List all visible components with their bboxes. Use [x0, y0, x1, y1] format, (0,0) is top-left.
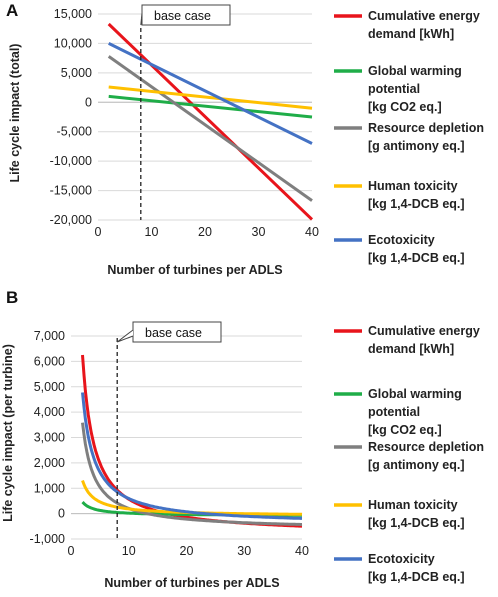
b-x-tick-label: 20 [180, 544, 194, 558]
b-legend-label-human_toxicity: Human toxicity [368, 498, 458, 512]
panel-a-series [107, 22, 314, 221]
b-legend-label-resource_depletion: [g antimony eq.] [368, 458, 465, 472]
b-series-human_toxicity [81, 479, 303, 516]
a-x-tick-label: 10 [145, 225, 159, 239]
b-base-case-label: base case [145, 326, 202, 340]
panel-b-ylabel: Life cycle impact (per turbine) [1, 344, 15, 522]
a-legend-label-human_toxicity: [kg 1,4-DCB eq.] [368, 197, 465, 211]
panel-b-annotation: base case [116, 321, 222, 539]
a-legend-label-ecotoxicity: Ecotoxicity [368, 233, 435, 247]
a-y-tick-label: 5,000 [61, 66, 92, 80]
panel-b: B -1,00001,0002,0003,0004,0005,0006,0007… [1, 288, 484, 590]
panel-b-legend: Cumulative energy demand [kWh] Global warm… [334, 324, 484, 584]
panel-a-legend: Cumulative energy demand [kWh] Global warm… [334, 9, 484, 265]
a-base-case-label: base case [154, 9, 211, 23]
a-y-tick-label: 15,000 [54, 7, 92, 21]
panel-b-series [81, 354, 303, 528]
panel-a-label: A [6, 1, 18, 20]
a-series-cumulative_energy [107, 22, 314, 221]
a-y-tick-label: 0 [85, 95, 92, 109]
b-legend-label-resource_depletion: Resource depletion [368, 440, 484, 454]
b-y-tick-label: 7,000 [34, 329, 65, 343]
panel-a-xlabel: Number of turbines per ADLS [107, 263, 282, 277]
a-x-tick-label: 20 [198, 225, 212, 239]
a-series-human_toxicity [108, 85, 313, 110]
b-series-ecotoxicity [81, 392, 303, 520]
a-legend-label-cumulative_energy: Cumulative energy [368, 9, 480, 23]
b-legend-label-cumulative_energy: Cumulative energy [368, 324, 480, 338]
a-base-case-pointer [140, 12, 143, 26]
b-y-tick-label: 4,000 [34, 405, 65, 419]
a-series-resource_depletion [107, 55, 313, 202]
a-legend-label-global_warming: potential [368, 82, 420, 96]
a-legend-label-resource_depletion: Resource depletion [368, 121, 484, 135]
b-y-tick-label: 1,000 [34, 481, 65, 495]
b-legend-label-global_warming: [kg CO2 eq.] [368, 423, 442, 437]
b-legend-label-global_warming: potential [368, 405, 420, 419]
b-y-tick-label: 3,000 [34, 431, 65, 445]
b-legend-label-ecotoxicity: [kg 1,4-DCB eq.] [368, 570, 465, 584]
a-y-tick-label: -15,000 [50, 184, 92, 198]
panel-a: A -20,000 -15,000 -10,000 -5,000 0 5,000 10,00… [6, 1, 484, 277]
a-legend-label-human_toxicity: Human toxicity [368, 179, 458, 193]
a-legend-label-resource_depletion: [g antimony eq.] [368, 139, 465, 153]
b-x-tick-label: 10 [122, 544, 136, 558]
panel-a-annotation: base case [140, 4, 231, 220]
a-legend-label-ecotoxicity: [kg 1,4-DCB eq.] [368, 251, 465, 265]
b-legend-label-ecotoxicity: Ecotoxicity [368, 552, 435, 566]
b-legend-label-global_warming: Global warming [368, 387, 462, 401]
a-x-tick-label: 0 [95, 225, 102, 239]
b-x-tick-label: 30 [237, 544, 251, 558]
panel-b-label: B [6, 288, 18, 307]
b-y-tick-label: 6,000 [34, 354, 65, 368]
a-series-ecotoxicity [108, 42, 313, 145]
a-legend-label-global_warming: Global warming [368, 64, 462, 78]
a-y-tick-label: -5,000 [57, 125, 92, 139]
a-y-tick-label: 10,000 [54, 36, 92, 50]
b-base-case-pointer [116, 329, 134, 343]
a-y-tick-label: -20,000 [50, 213, 92, 227]
b-y-tick-label: 2,000 [34, 456, 65, 470]
a-x-tick-label: 40 [305, 225, 319, 239]
b-y-tick-label: 5,000 [34, 380, 65, 394]
b-x-tick-label: 40 [295, 544, 309, 558]
b-y-tick-label: 0 [58, 507, 65, 521]
b-series-resource_depletion [81, 422, 303, 526]
a-legend-label-global_warming: [kg CO2 eq.] [368, 100, 442, 114]
b-legend-label-human_toxicity: [kg 1,4-DCB eq.] [368, 516, 465, 530]
panel-b-xlabel: Number of turbines per ADLS [104, 576, 279, 590]
a-legend-label-cumulative_energy: demand [kWh] [368, 27, 454, 41]
b-legend-label-cumulative_energy: demand [kWh] [368, 342, 454, 356]
a-series-global_warming [108, 94, 313, 119]
b-x-tick-label: 0 [68, 544, 75, 558]
panel-a-axes: -20,000 -15,000 -10,000 -5,000 0 5,000 10,000 1… [50, 7, 319, 239]
a-y-tick-label: -10,000 [50, 154, 92, 168]
b-y-tick-label: -1,000 [30, 532, 65, 546]
panel-a-ylabel: Life cycle impact (total) [8, 44, 22, 183]
a-x-tick-label: 30 [252, 225, 266, 239]
